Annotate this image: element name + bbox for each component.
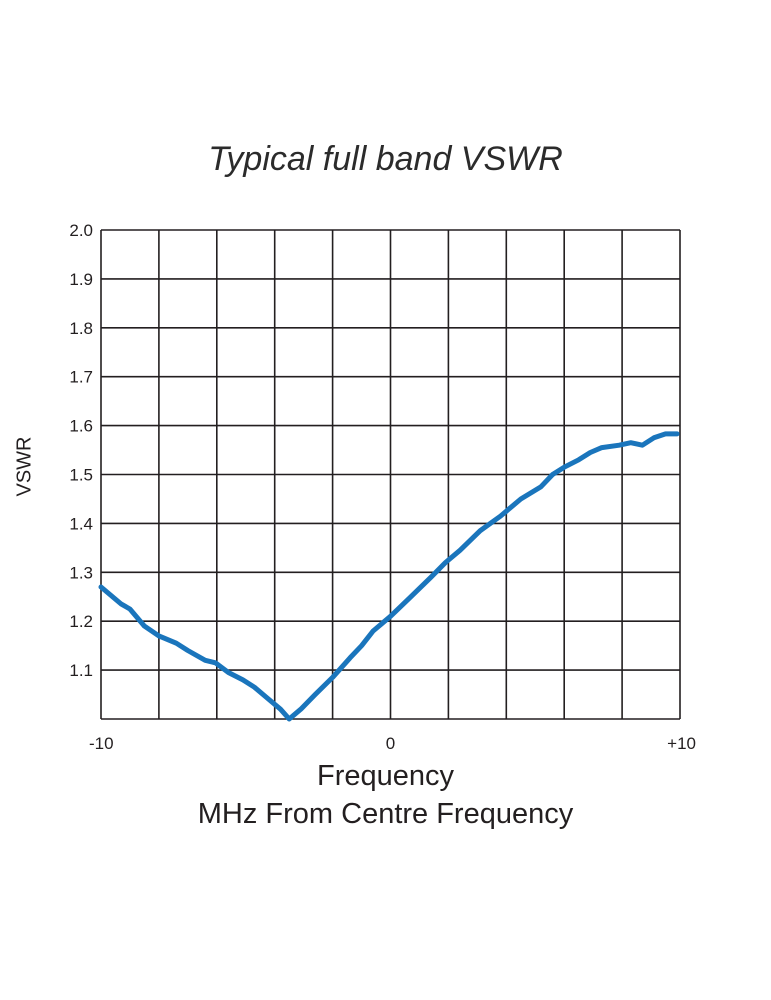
vswr-series-line <box>98 431 680 722</box>
y-tick-label: 1.5 <box>69 466 93 485</box>
chart-title: Typical full band VSWR <box>208 140 563 178</box>
y-tick-label: 1.7 <box>69 368 93 387</box>
y-tick-label: 1.1 <box>69 661 93 680</box>
x-tick-label: +10 <box>667 734 696 753</box>
x-tick-label: -10 <box>89 734 114 753</box>
y-tick-label: 1.9 <box>69 270 93 289</box>
x-axis-label: Frequency <box>316 760 454 792</box>
x-tick-label: 0 <box>386 734 395 753</box>
y-tick-label: 1.3 <box>69 563 93 582</box>
y-tick-label: 1.6 <box>69 417 93 436</box>
y-tick-label: 1.2 <box>69 612 93 631</box>
y-tick-label: 1.4 <box>69 514 93 533</box>
y-tick-label: 1.8 <box>69 319 93 338</box>
x-axis-sublabel: MHz From Centre Frequency <box>197 798 574 830</box>
y-tick-label: 2.0 <box>69 221 93 240</box>
